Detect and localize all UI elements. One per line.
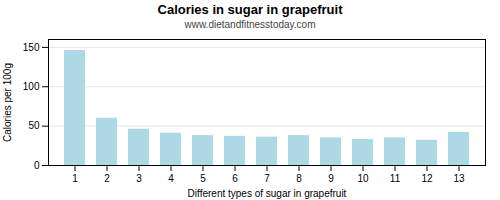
svg-text:50: 50: [28, 120, 40, 131]
svg-text:3: 3: [136, 173, 142, 184]
html-text:Calories in sugar in grapefrui: Calories in sugar in grapefruit: [157, 2, 343, 17]
svg-text:2: 2: [104, 173, 110, 184]
svg-text:8: 8: [296, 173, 302, 184]
svg-text:5: 5: [200, 173, 206, 184]
svg-text:9: 9: [328, 173, 334, 184]
svg-text:12: 12: [421, 173, 433, 184]
svg-text:13: 13: [453, 173, 465, 184]
svg-text:0: 0: [34, 160, 40, 171]
html-text:www.dietandfitnesstoday.com: www.dietandfitnesstoday.com: [184, 19, 316, 30]
svg-text:4: 4: [168, 173, 174, 184]
svg-text:6: 6: [232, 173, 238, 184]
svg-text:Different types of sugar in gr: Different types of sugar in grapefruit: [188, 188, 347, 199]
svg-text:Calories per 100g: Calories per 100g: [2, 63, 13, 142]
svg-text:150: 150: [23, 42, 40, 53]
svg-text:11: 11: [390, 173, 401, 184]
svg-text:7: 7: [264, 173, 270, 184]
svg-text:10: 10: [357, 173, 369, 184]
svg-text:1: 1: [72, 173, 78, 184]
svg-text:100: 100: [23, 81, 40, 92]
